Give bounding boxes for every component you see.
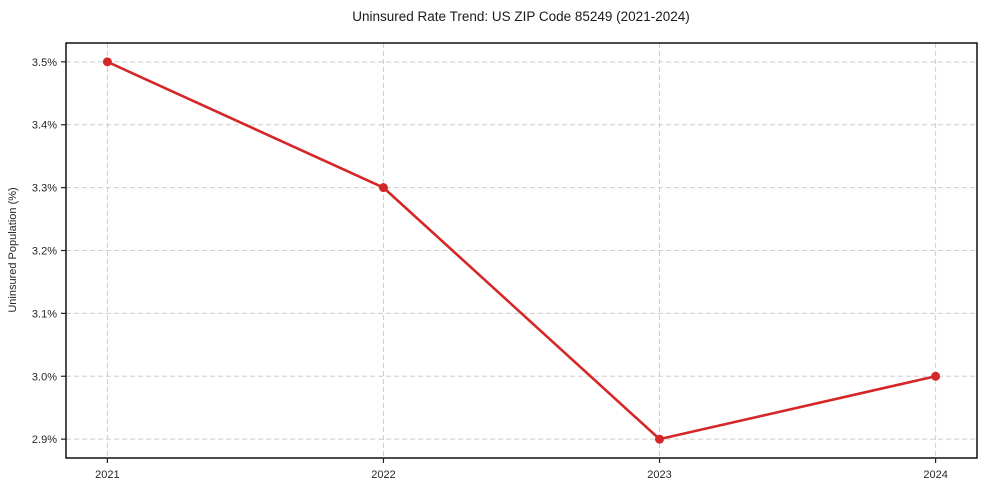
- plot-area: 2.9% 3.0% 3.1% 3.2% 3.3% 3.4% 3.5% 2021 2022 2023…: [32, 42, 978, 481]
- data-point: [931, 371, 941, 381]
- y-tick-label: 3.1%: [32, 308, 57, 320]
- y-tick-label: 3.3%: [32, 183, 57, 195]
- y-tick-label: 3.0%: [32, 371, 57, 383]
- x-tick-label: 2022: [371, 469, 395, 481]
- y-tick-label: 3.2%: [32, 246, 57, 258]
- y-tick-label: 3.4%: [32, 120, 57, 132]
- x-tick-label: 2023: [647, 469, 671, 481]
- y-tick-label: 3.5%: [32, 57, 57, 69]
- data-point: [655, 434, 665, 444]
- trend-line: [106, 60, 937, 441]
- chart-title: Uninsured Rate Trend: US ZIP Code 85249 …: [352, 9, 689, 24]
- x-tick-label: 2024: [923, 469, 947, 481]
- y-axis-label: Uninsured Population (%): [7, 187, 19, 312]
- y-tick-label: 2.9%: [32, 434, 57, 446]
- data-point: [102, 57, 112, 67]
- x-tick-label: 2021: [95, 469, 119, 481]
- data-point: [378, 183, 388, 193]
